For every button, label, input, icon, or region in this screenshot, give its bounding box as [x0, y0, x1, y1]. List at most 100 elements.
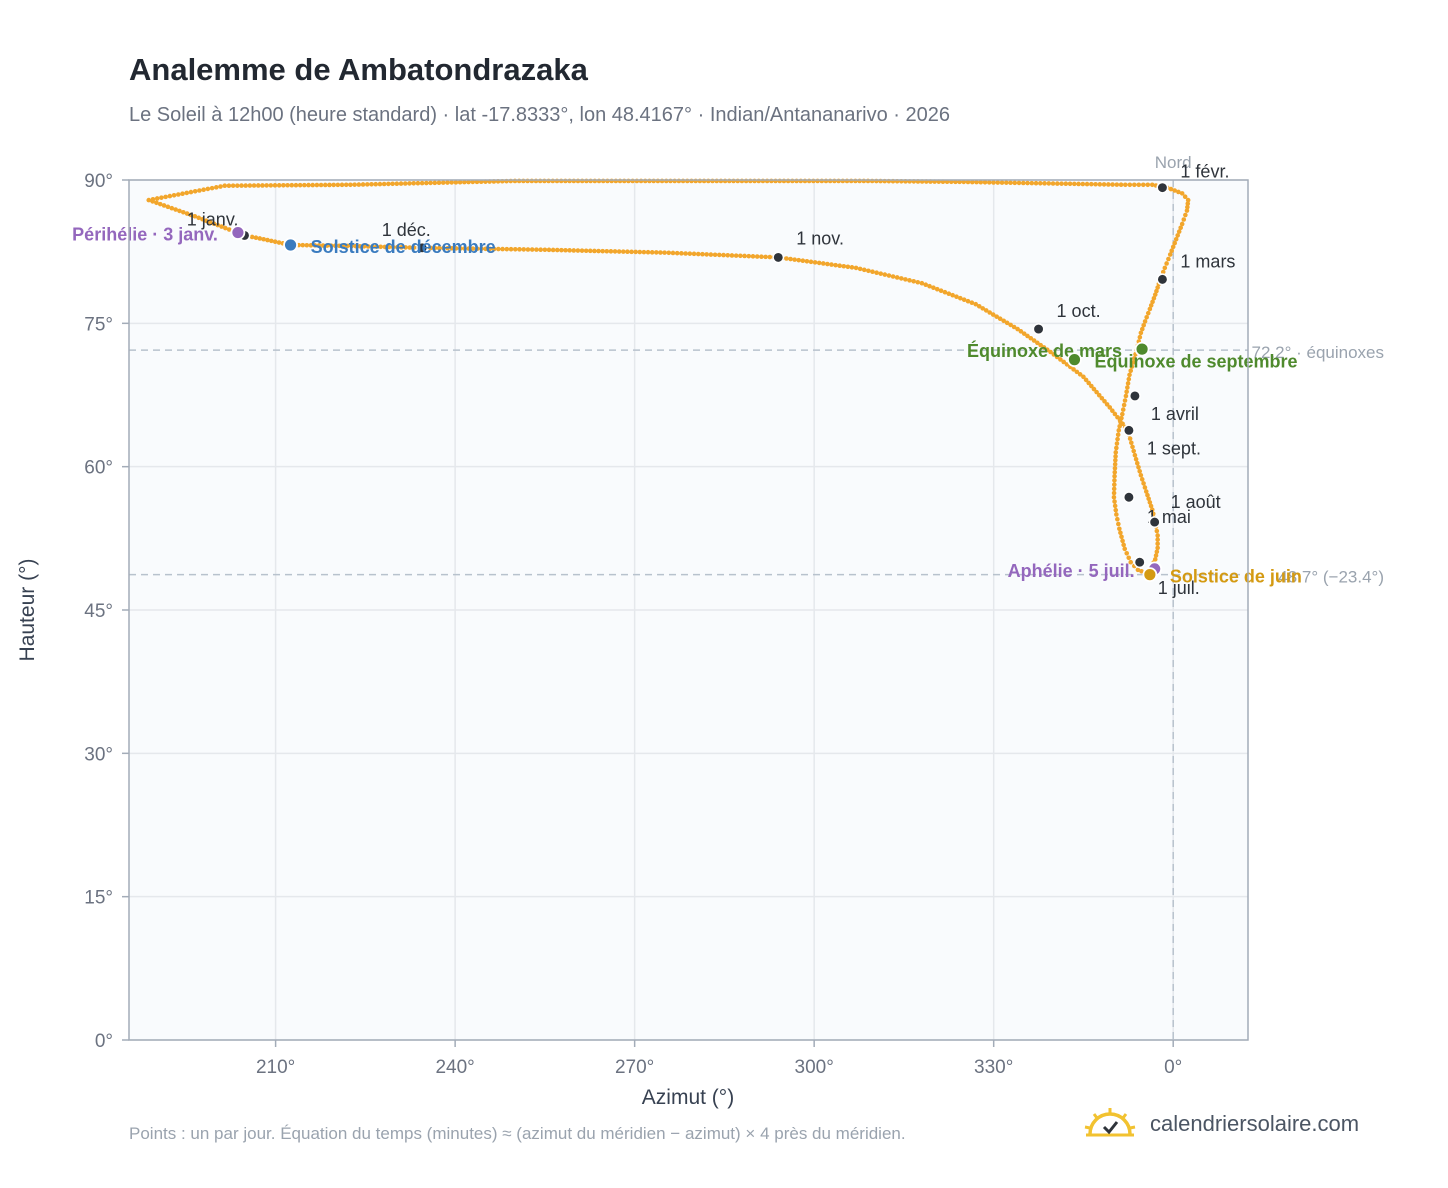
- analemma-point: [1001, 318, 1006, 324]
- date-point: [1128, 390, 1141, 402]
- analemma-point: [983, 308, 989, 313]
- analemma-point: [616, 249, 622, 254]
- analemma-point: [571, 248, 577, 253]
- analemma-point: [440, 180, 446, 185]
- analemma-point: [1141, 322, 1146, 328]
- analemma-point: [1104, 402, 1110, 407]
- analemma-curve: [146, 178, 1191, 577]
- analemma-point: [449, 180, 454, 185]
- analemma-point: [1119, 534, 1124, 540]
- analemma-point: [1083, 377, 1089, 383]
- date-label: 1 nov.: [796, 228, 844, 248]
- analemma-point: [890, 274, 896, 279]
- analemma-point: [308, 243, 314, 248]
- analemma-point: [261, 236, 266, 242]
- analemma-point: [575, 248, 581, 253]
- analemma-point: [721, 252, 726, 258]
- analemma-point: [343, 182, 349, 188]
- analemma-point: [441, 245, 446, 251]
- analemma-point: [915, 279, 921, 285]
- analemma-point: [649, 250, 655, 255]
- analemma-point: [1111, 490, 1117, 496]
- brand-name: calendriersolaire.com: [1150, 1111, 1360, 1136]
- analemma-point: [1127, 436, 1133, 441]
- analemma-point: [874, 270, 879, 275]
- analemma-point: [327, 182, 332, 188]
- analemma-point: [302, 182, 307, 188]
- analemma-point: [496, 246, 501, 252]
- analemma-point: [712, 252, 718, 258]
- analemma-point: [1150, 299, 1155, 305]
- analemma-point: [487, 246, 493, 252]
- analemma-point: [837, 263, 842, 268]
- analemma-point: [1176, 229, 1182, 234]
- analemma-point: [1008, 322, 1013, 328]
- analemma-point: [1110, 408, 1115, 413]
- date-point: [1156, 181, 1169, 194]
- analemma-point: [1179, 191, 1185, 196]
- analemma-point: [1125, 381, 1131, 386]
- analemma-point: [974, 179, 979, 185]
- analemma-point: [525, 247, 531, 252]
- analemma-point: [1172, 188, 1177, 193]
- analemma-point: [1132, 182, 1137, 188]
- analemma-point: [1138, 472, 1144, 478]
- analemma-point: [411, 181, 416, 186]
- analemma-point: [213, 185, 219, 190]
- analemma-point: [746, 253, 752, 259]
- analemma-point: [683, 251, 688, 256]
- analemma-point: [453, 246, 459, 251]
- analemma-point: [1059, 181, 1064, 186]
- analemma-point: [394, 244, 400, 250]
- y-tick-label: 30°: [84, 744, 113, 765]
- analemma-point: [1166, 256, 1171, 262]
- analemma-point: [1035, 340, 1040, 346]
- analemma-point: [1145, 182, 1151, 188]
- analemma-point: [394, 181, 400, 186]
- analemma-point: [559, 247, 564, 253]
- analemma-point: [1155, 545, 1160, 551]
- analemma-point: [154, 200, 159, 206]
- analemma-point: [1021, 331, 1027, 336]
- analemma-point: [500, 246, 505, 252]
- analemma-point: [1033, 180, 1039, 186]
- analemma-point: [310, 182, 316, 188]
- analemma-point: [738, 253, 743, 259]
- analemma-point: [201, 187, 206, 193]
- analemma-point: [800, 258, 806, 264]
- event-point: [1067, 352, 1082, 368]
- event-point: [1142, 567, 1158, 583]
- analemma-point: [1124, 551, 1130, 556]
- analemma-point: [1115, 432, 1121, 438]
- analemma-point: [733, 253, 739, 258]
- analemma-point: [1132, 452, 1138, 458]
- analemma-point: [608, 249, 614, 254]
- analemma-point: [424, 180, 429, 186]
- analemma-point: [1143, 489, 1149, 494]
- y-tick-label: 75°: [84, 314, 113, 335]
- x-axis-ticks: 210° 240° 270° 300° 330° 0°: [256, 1040, 1182, 1078]
- analemma-point: [1170, 244, 1176, 250]
- analemma-point: [479, 246, 484, 252]
- event-label: Équinoxe de mars: [967, 340, 1122, 361]
- analemma-point: [226, 227, 232, 232]
- brand[interactable]: calendriersolaire.com: [1084, 1104, 1359, 1144]
- analemma-point: [512, 246, 518, 252]
- analemma-point: [1096, 392, 1102, 398]
- analemma-point: [1111, 494, 1117, 500]
- analemma-point: [919, 280, 925, 286]
- analemma-point: [1130, 360, 1136, 365]
- y-tick-label: 60°: [84, 458, 113, 479]
- analemma-point: [1113, 507, 1119, 513]
- analemma-point: [637, 249, 643, 255]
- analemma-point: [517, 247, 522, 252]
- analemma-point: [1074, 369, 1080, 375]
- event-label: Périhélie · 3 janv.: [72, 225, 218, 245]
- analemma-point: [1025, 333, 1030, 339]
- analemma-point: [1132, 356, 1137, 361]
- analemma-point: [1133, 456, 1139, 462]
- analemma-point: [1142, 319, 1148, 324]
- analemma-point: [1169, 248, 1175, 254]
- analemma-point: [260, 183, 265, 188]
- date-label: 1 mars: [1180, 251, 1235, 271]
